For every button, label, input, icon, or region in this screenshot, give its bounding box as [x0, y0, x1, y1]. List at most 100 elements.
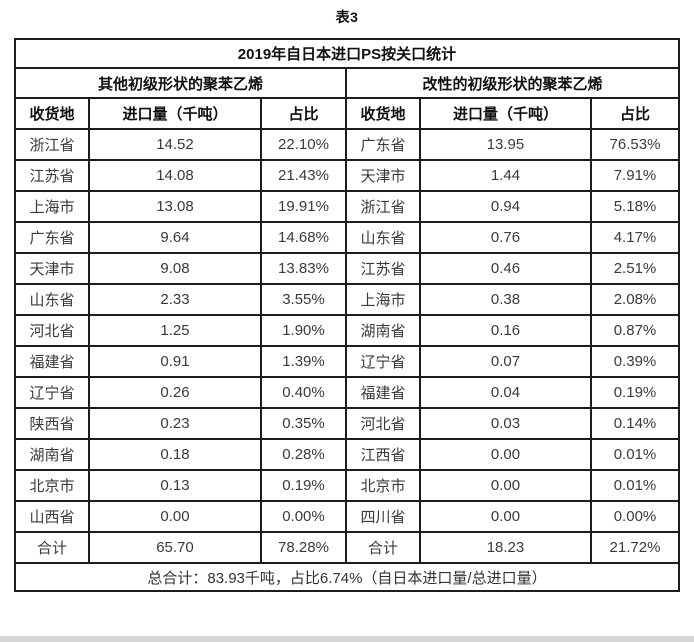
table-title: 2019年自日本进口PS按关口统计: [13, 38, 681, 69]
table-caption: 表3: [335, 9, 359, 25]
table-row: 河北省 1.25 1.90% 湖南省 0.16 0.87%: [13, 314, 681, 347]
cell-left-volume: 14.08: [87, 159, 262, 192]
cell-right-place: 天津市: [344, 159, 421, 192]
section-header-row: 其他初级形状的聚苯乙烯 改性的初级形状的聚苯乙烯: [13, 67, 681, 99]
cell-right-share: 2.08%: [589, 283, 681, 316]
table-row: 广东省 9.64 14.68% 山东省 0.76 4.17%: [13, 221, 681, 254]
cell-right-share: 0.00%: [589, 500, 681, 533]
section-header-right: 改性的初级形状的聚苯乙烯: [344, 67, 681, 99]
cell-left-volume: 2.33: [87, 283, 262, 316]
cell-right-volume: 0.16: [418, 314, 592, 347]
cell-right-share: 0.87%: [589, 314, 681, 347]
cell-right-place: 四川省: [344, 500, 421, 533]
cell-left-share: 13.83%: [259, 252, 347, 285]
table-row: 辽宁省 0.26 0.40% 福建省 0.04 0.19%: [13, 376, 681, 409]
cell-left-share: 0.35%: [259, 407, 347, 440]
cell-left-place: 山西省: [13, 500, 90, 533]
cell-right-share: 7.91%: [589, 159, 681, 192]
bottom-strip: [0, 636, 694, 642]
cell-right-volume: 0.46: [418, 252, 592, 285]
cell-right-volume: 0.00: [418, 500, 592, 533]
cell-right-volume: 0.03: [418, 407, 592, 440]
total-share-left: 78.28%: [259, 531, 347, 564]
cell-left-share: 0.00%: [259, 500, 347, 533]
cell-left-volume: 1.25: [87, 314, 262, 347]
column-header-place-right: 收货地: [344, 97, 421, 130]
table-title-row: 2019年自日本进口PS按关口统计: [13, 38, 681, 69]
table-row: 北京市 0.13 0.19% 北京市 0.00 0.01%: [13, 469, 681, 502]
cell-left-place: 北京市: [13, 469, 90, 502]
cell-right-place: 北京市: [344, 469, 421, 502]
total-volume-right: 18.23: [418, 531, 592, 564]
cell-left-volume: 0.26: [87, 376, 262, 409]
cell-left-place: 陕西省: [13, 407, 90, 440]
column-header-share-left: 占比: [259, 97, 347, 130]
total-share-right: 21.72%: [589, 531, 681, 564]
cell-left-volume: 0.13: [87, 469, 262, 502]
table-row: 浙江省 14.52 22.10% 广东省 13.95 76.53%: [13, 128, 681, 161]
cell-right-share: 76.53%: [589, 128, 681, 161]
cell-right-place: 辽宁省: [344, 345, 421, 378]
cell-left-place: 天津市: [13, 252, 90, 285]
cell-left-place: 广东省: [13, 221, 90, 254]
cell-right-share: 0.01%: [589, 469, 681, 502]
cell-left-volume: 0.23: [87, 407, 262, 440]
cell-left-share: 0.40%: [259, 376, 347, 409]
cell-left-place: 湖南省: [13, 438, 90, 471]
cell-left-place: 山东省: [13, 283, 90, 316]
grand-total-note: 总合计：83.93千吨，占比6.74%（自日本进口量/总进口量）: [13, 562, 681, 592]
cell-left-place: 辽宁省: [13, 376, 90, 409]
cell-left-share: 0.28%: [259, 438, 347, 471]
cell-right-volume: 0.38: [418, 283, 592, 316]
cell-right-share: 5.18%: [589, 190, 681, 223]
table-row: 上海市 13.08 19.91% 浙江省 0.94 5.18%: [13, 190, 681, 223]
section-header-left: 其他初级形状的聚苯乙烯: [13, 67, 347, 99]
cell-right-volume: 0.00: [418, 469, 592, 502]
cell-right-place: 广东省: [344, 128, 421, 161]
table-row: 山西省 0.00 0.00% 四川省 0.00 0.00%: [13, 500, 681, 533]
cell-left-share: 21.43%: [259, 159, 347, 192]
total-volume-left: 65.70: [87, 531, 262, 564]
cell-right-place: 江苏省: [344, 252, 421, 285]
cell-left-volume: 9.08: [87, 252, 262, 285]
cell-right-share: 4.17%: [589, 221, 681, 254]
cell-right-place: 上海市: [344, 283, 421, 316]
cell-left-share: 19.91%: [259, 190, 347, 223]
column-header-place-left: 收货地: [13, 97, 90, 130]
cell-right-place: 福建省: [344, 376, 421, 409]
table-row: 湖南省 0.18 0.28% 江西省 0.00 0.01%: [13, 438, 681, 471]
cell-right-volume: 13.95: [418, 128, 592, 161]
column-header-volume-right: 进口量（千吨）: [418, 97, 592, 130]
cell-right-place: 湖南省: [344, 314, 421, 347]
cell-left-share: 0.19%: [259, 469, 347, 502]
cell-right-place: 河北省: [344, 407, 421, 440]
cell-left-place: 上海市: [13, 190, 90, 223]
table-row: 陕西省 0.23 0.35% 河北省 0.03 0.14%: [13, 407, 681, 440]
cell-right-share: 2.51%: [589, 252, 681, 285]
table-row: 江苏省 14.08 21.43% 天津市 1.44 7.91%: [13, 159, 681, 192]
cell-right-volume: 0.76: [418, 221, 592, 254]
cell-right-volume: 0.00: [418, 438, 592, 471]
cell-left-volume: 0.18: [87, 438, 262, 471]
cell-left-volume: 14.52: [87, 128, 262, 161]
ps-import-stats-table: 2019年自日本进口PS按关口统计 其他初级形状的聚苯乙烯 改性的初级形状的聚苯…: [13, 38, 681, 592]
total-label-left: 合计: [13, 531, 90, 564]
cell-left-place: 福建省: [13, 345, 90, 378]
cell-right-share: 0.19%: [589, 376, 681, 409]
cell-right-share: 0.39%: [589, 345, 681, 378]
cell-left-place: 江苏省: [13, 159, 90, 192]
table-row: 山东省 2.33 3.55% 上海市 0.38 2.08%: [13, 283, 681, 316]
cell-right-volume: 1.44: [418, 159, 592, 192]
cell-right-share: 0.01%: [589, 438, 681, 471]
cell-left-volume: 0.91: [87, 345, 262, 378]
cell-right-share: 0.14%: [589, 407, 681, 440]
cell-left-volume: 9.64: [87, 221, 262, 254]
total-row: 合计 65.70 78.28% 合计 18.23 21.72%: [13, 531, 681, 564]
total-label-right: 合计: [344, 531, 421, 564]
cell-left-share: 3.55%: [259, 283, 347, 316]
cell-left-share: 14.68%: [259, 221, 347, 254]
table-row: 福建省 0.91 1.39% 辽宁省 0.07 0.39%: [13, 345, 681, 378]
cell-right-volume: 0.94: [418, 190, 592, 223]
cell-right-volume: 0.07: [418, 345, 592, 378]
cell-left-place: 浙江省: [13, 128, 90, 161]
